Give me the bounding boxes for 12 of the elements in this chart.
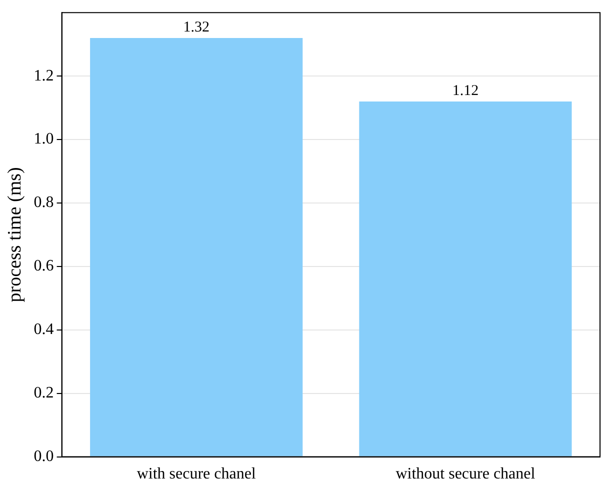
y-tick-label: 0.2 xyxy=(34,384,54,402)
y-tick-label: 0.4 xyxy=(34,321,54,338)
x-tick-label: without secure chanel xyxy=(396,466,536,483)
y-tick-label: 0.6 xyxy=(34,258,54,275)
y-tick-label: 1.2 xyxy=(34,67,54,84)
y-tick-label: 0.8 xyxy=(34,194,54,212)
y-tick-label: 1.0 xyxy=(34,130,54,148)
data-label: 1.32 xyxy=(183,19,210,36)
data-label: 1.12 xyxy=(452,82,479,99)
y-axis-title: process time (ms) xyxy=(4,167,26,302)
y-tick-label: 0.0 xyxy=(34,448,54,466)
x-tick-label: with secure chanel xyxy=(136,466,256,483)
